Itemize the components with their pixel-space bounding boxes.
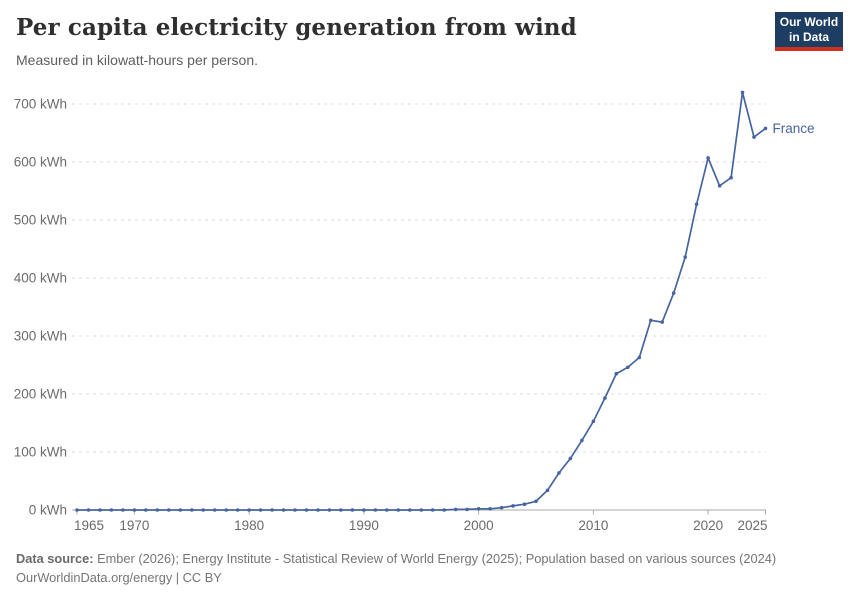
data-point[interactable] bbox=[304, 508, 309, 512]
data-point[interactable] bbox=[626, 365, 630, 370]
data-point[interactable] bbox=[258, 508, 263, 512]
data-point[interactable] bbox=[155, 508, 160, 512]
data-point[interactable] bbox=[109, 508, 114, 512]
data-point[interactable] bbox=[339, 508, 343, 512]
chart-footer: Data source: Ember (2026); Energy Instit… bbox=[16, 549, 776, 587]
x-axis-label: 1990 bbox=[349, 518, 379, 533]
y-axis-label: 100 kWh bbox=[14, 445, 67, 460]
data-point[interactable] bbox=[247, 508, 251, 512]
data-point[interactable] bbox=[671, 291, 676, 295]
x-axis-label: 2020 bbox=[693, 518, 723, 533]
data-point[interactable] bbox=[545, 488, 550, 493]
y-axis-label: 0 kWh bbox=[29, 503, 67, 518]
data-point[interactable] bbox=[132, 508, 137, 512]
data-point[interactable] bbox=[603, 396, 607, 400]
data-point[interactable] bbox=[178, 508, 183, 512]
logo-line-2: in Data bbox=[788, 29, 829, 44]
data-point[interactable] bbox=[465, 507, 469, 512]
data-point[interactable] bbox=[408, 508, 412, 512]
data-point[interactable] bbox=[580, 438, 584, 443]
x-axis-label: 1965 bbox=[74, 518, 104, 533]
data-point[interactable] bbox=[270, 508, 274, 512]
data-point[interactable] bbox=[212, 508, 217, 512]
page-title: Per capita electricity generation from w… bbox=[16, 14, 577, 41]
data-point[interactable] bbox=[235, 508, 240, 512]
data-point[interactable] bbox=[75, 508, 79, 512]
x-axis-label: 2025 bbox=[737, 518, 767, 533]
y-axis-label: 300 kWh bbox=[14, 329, 67, 344]
x-axis-label: 2000 bbox=[464, 518, 494, 533]
data-point[interactable] bbox=[201, 508, 205, 512]
data-point[interactable] bbox=[511, 504, 515, 508]
data-point[interactable] bbox=[86, 508, 91, 512]
data-point[interactable] bbox=[557, 471, 561, 475]
data-point[interactable] bbox=[694, 202, 699, 207]
data-point[interactable] bbox=[442, 508, 447, 512]
data-point[interactable] bbox=[717, 184, 722, 188]
data-point[interactable] bbox=[591, 419, 596, 424]
y-axis-label: 200 kWh bbox=[14, 387, 67, 402]
series-label-france[interactable]: France bbox=[773, 121, 815, 136]
data-point[interactable] bbox=[740, 90, 745, 95]
data-point[interactable] bbox=[660, 320, 664, 324]
series-line-france[interactable] bbox=[76, 91, 767, 511]
data-point[interactable] bbox=[752, 135, 756, 139]
data-point[interactable] bbox=[476, 507, 481, 511]
data-point[interactable] bbox=[350, 508, 355, 512]
y-axis-label: 600 kWh bbox=[14, 155, 67, 170]
data-point[interactable] bbox=[568, 456, 573, 461]
data-point[interactable] bbox=[190, 508, 194, 512]
x-axis-label: 1970 bbox=[119, 518, 149, 533]
data-point[interactable] bbox=[121, 508, 125, 512]
license-link[interactable]: OurWorldinData.org/energy | CC BY bbox=[16, 570, 222, 585]
x-axis-label: 2010 bbox=[578, 518, 608, 533]
data-point[interactable] bbox=[327, 508, 332, 512]
data-point[interactable] bbox=[649, 318, 653, 323]
data-point[interactable] bbox=[522, 502, 527, 507]
data-point[interactable] bbox=[419, 508, 424, 512]
y-axis-label: 400 kWh bbox=[14, 271, 67, 286]
chart-subtitle: Measured in kilowatt-hours per person. bbox=[16, 52, 259, 68]
data-point[interactable] bbox=[167, 508, 171, 512]
data-point[interactable] bbox=[373, 508, 378, 512]
data-point[interactable] bbox=[683, 255, 687, 259]
data-point[interactable] bbox=[144, 508, 148, 512]
owid-logo[interactable]: Our World in Data bbox=[775, 12, 843, 51]
data-point[interactable] bbox=[534, 499, 538, 504]
data-point[interactable] bbox=[729, 175, 733, 180]
data-point[interactable] bbox=[98, 508, 102, 512]
data-point[interactable] bbox=[396, 508, 401, 512]
data-point[interactable] bbox=[293, 508, 297, 512]
data-point[interactable] bbox=[362, 508, 366, 512]
y-axis-label: 500 kWh bbox=[14, 213, 67, 228]
data-point[interactable] bbox=[385, 508, 389, 512]
data-point[interactable] bbox=[430, 508, 435, 512]
logo-line-1: Our World bbox=[779, 14, 839, 29]
data-point[interactable] bbox=[499, 505, 504, 510]
data-point[interactable] bbox=[488, 507, 492, 511]
data-point[interactable] bbox=[453, 507, 458, 512]
data-point[interactable] bbox=[614, 371, 619, 376]
data-point[interactable] bbox=[281, 508, 286, 512]
data-point[interactable] bbox=[637, 355, 642, 360]
data-source-label: Data source: bbox=[16, 551, 94, 566]
data-source-line: Data source: Ember (2026); Energy Instit… bbox=[16, 549, 776, 568]
data-point[interactable] bbox=[224, 508, 228, 512]
y-axis-label: 700 kWh bbox=[14, 97, 67, 112]
data-source-text: Ember (2026); Energy Institute - Statist… bbox=[93, 551, 777, 566]
data-point[interactable] bbox=[316, 508, 320, 512]
x-axis-label: 1980 bbox=[234, 518, 264, 533]
plot-area[interactable]: 0 kWh 100 kWh 200 kWh 300 kWh 400 kWh 500 kWh… bbox=[0, 0, 850, 545]
data-point[interactable] bbox=[763, 126, 768, 131]
data-point[interactable] bbox=[706, 156, 710, 160]
